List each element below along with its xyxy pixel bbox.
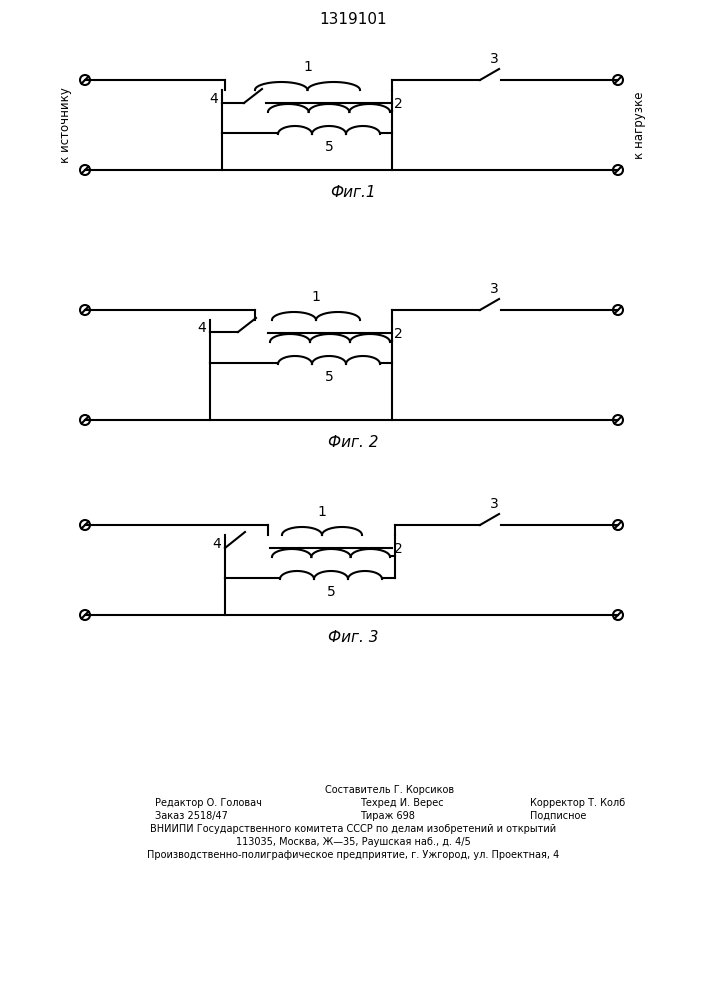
Text: Фиг. 2: Фиг. 2 xyxy=(328,435,378,450)
Text: Фиг. 3: Фиг. 3 xyxy=(328,630,378,645)
Text: 1: 1 xyxy=(303,60,312,74)
Text: Тираж 698: Тираж 698 xyxy=(360,811,415,821)
Text: 3: 3 xyxy=(490,282,498,296)
Text: 2: 2 xyxy=(394,542,403,556)
Text: к нагрузке: к нагрузке xyxy=(633,91,646,159)
Text: Составитель Г. Корсиков: Составитель Г. Корсиков xyxy=(325,785,455,795)
Text: 5: 5 xyxy=(327,585,335,599)
Text: 1: 1 xyxy=(312,290,320,304)
Text: Фиг.1: Фиг.1 xyxy=(330,185,376,200)
Text: 1: 1 xyxy=(317,505,327,519)
Text: 4: 4 xyxy=(209,92,218,106)
Text: 5: 5 xyxy=(325,140,334,154)
Text: 4: 4 xyxy=(197,321,206,335)
Text: Корректор Т. Колб: Корректор Т. Колб xyxy=(530,798,625,808)
Text: 1319101: 1319101 xyxy=(319,12,387,27)
Text: Техред И. Верес: Техред И. Верес xyxy=(360,798,443,808)
Text: Редактор О. Головач: Редактор О. Головач xyxy=(155,798,262,808)
Text: ВНИИПИ Государственного комитета СССР по делам изобретений и открытий: ВНИИПИ Государственного комитета СССР по… xyxy=(150,824,556,834)
Text: Производственно-полиграфическое предприятие, г. Ужгород, ул. Проектная, 4: Производственно-полиграфическое предприя… xyxy=(147,850,559,860)
Text: Подписное: Подписное xyxy=(530,811,586,821)
Text: 4: 4 xyxy=(212,537,221,551)
Text: 2: 2 xyxy=(394,327,403,341)
Text: 2: 2 xyxy=(394,97,403,111)
Text: Заказ 2518/47: Заказ 2518/47 xyxy=(155,811,228,821)
Text: 113035, Москва, Ж—35, Раушская наб., д. 4/5: 113035, Москва, Ж—35, Раушская наб., д. … xyxy=(235,837,470,847)
Text: 3: 3 xyxy=(490,497,498,511)
Text: к источнику: к источнику xyxy=(59,87,71,163)
Text: 3: 3 xyxy=(490,52,498,66)
Text: 5: 5 xyxy=(325,370,334,384)
